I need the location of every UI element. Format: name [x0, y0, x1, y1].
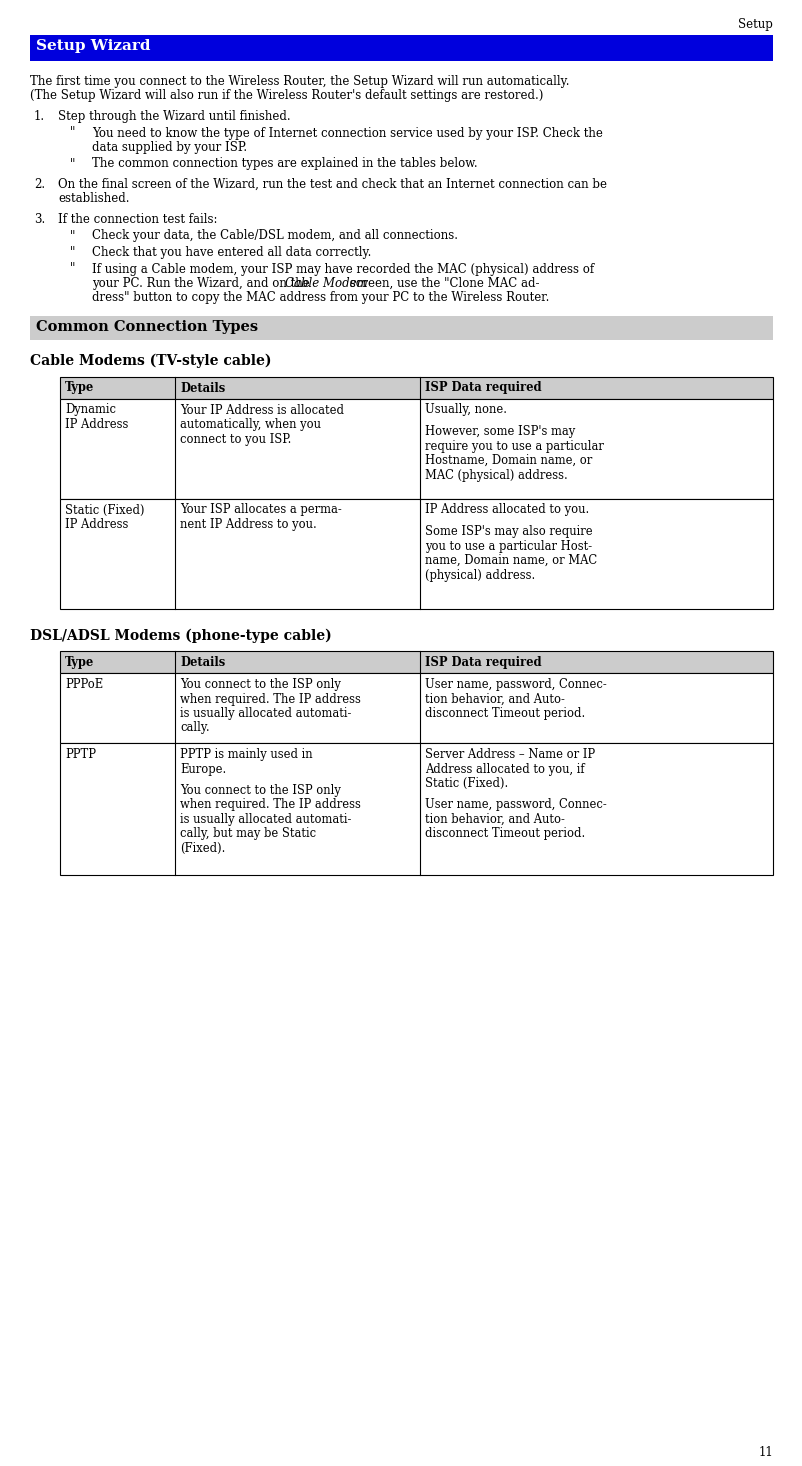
Text: Address allocated to you, if: Address allocated to you, if [424, 762, 584, 776]
Text: IP Address allocated to you.: IP Address allocated to you. [424, 503, 589, 516]
Text: PPTP is mainly used in: PPTP is mainly used in [180, 748, 312, 761]
Bar [60, 377, 772, 399]
Text: ": " [70, 230, 75, 242]
Text: (Fixed).: (Fixed). [180, 841, 225, 855]
Text: Static (Fixed): Static (Fixed) [65, 503, 144, 516]
Text: disconnect Timeout period.: disconnect Timeout period. [424, 827, 585, 840]
Text: nent IP Address to you.: nent IP Address to you. [180, 517, 316, 531]
Text: Check your data, the Cable/DSL modem, and all connections.: Check your data, the Cable/DSL modem, an… [92, 230, 457, 242]
Text: Server Address – Name or IP: Server Address – Name or IP [424, 748, 594, 761]
Text: Step through the Wizard until finished.: Step through the Wizard until finished. [58, 110, 290, 123]
Bar [60, 399, 772, 498]
Text: DSL/ADSL Modems (phone-type cable): DSL/ADSL Modems (phone-type cable) [30, 629, 331, 644]
Text: ": " [70, 246, 75, 259]
Text: On the final screen of the Wizard, run the test and check that an Internet conne: On the final screen of the Wizard, run t… [58, 177, 606, 191]
Text: PPPoE: PPPoE [65, 677, 103, 690]
Text: cally.: cally. [180, 721, 209, 734]
Text: Setup: Setup [737, 18, 772, 31]
Text: Your IP Address is allocated: Your IP Address is allocated [180, 403, 343, 416]
Text: 1.: 1. [34, 110, 45, 123]
Text: ": " [70, 157, 75, 170]
Bar [60, 673, 772, 743]
Text: require you to use a particular: require you to use a particular [424, 440, 603, 453]
Text: is usually allocated automati-: is usually allocated automati- [180, 707, 351, 720]
Text: IP Address: IP Address [65, 517, 128, 531]
Text: name, Domain name, or MAC: name, Domain name, or MAC [424, 554, 597, 567]
Text: data supplied by your ISP.: data supplied by your ISP. [92, 141, 247, 154]
Text: tion behavior, and Auto-: tion behavior, and Auto- [424, 812, 564, 825]
Text: Cable Modem: Cable Modem [285, 277, 367, 290]
Text: you to use a particular Host-: you to use a particular Host- [424, 539, 591, 553]
Text: 2.: 2. [34, 177, 45, 191]
Text: established.: established. [58, 192, 129, 205]
Text: disconnect Timeout period.: disconnect Timeout period. [424, 707, 585, 720]
Bar [60, 743, 772, 875]
Text: User name, password, Connec-: User name, password, Connec- [424, 798, 606, 811]
Text: Details: Details [180, 381, 225, 394]
Text: Usually, none.: Usually, none. [424, 403, 506, 416]
Text: when required. The IP address: when required. The IP address [180, 798, 360, 811]
Bar [30, 317, 772, 340]
Text: However, some ISP's may: However, some ISP's may [424, 425, 574, 438]
Text: Your ISP allocates a perma-: Your ISP allocates a perma- [180, 503, 342, 516]
Text: (The Setup Wizard will also run if the Wireless Router's default settings are re: (The Setup Wizard will also run if the W… [30, 89, 543, 103]
Text: MAC (physical) address.: MAC (physical) address. [424, 469, 567, 482]
Bar [60, 498, 772, 608]
Text: your PC. Run the Wizard, and on the: your PC. Run the Wizard, and on the [92, 277, 313, 290]
Text: ISP Data required: ISP Data required [424, 381, 541, 394]
Text: User name, password, Connec-: User name, password, Connec- [424, 677, 606, 690]
Text: Details: Details [180, 655, 225, 668]
Text: Static (Fixed).: Static (Fixed). [424, 777, 508, 790]
Bar [60, 651, 772, 673]
Bar [60, 651, 772, 673]
Text: You connect to the ISP only: You connect to the ISP only [180, 783, 341, 796]
Text: Setup Wizard: Setup Wizard [36, 40, 150, 53]
Text: 3.: 3. [34, 213, 45, 226]
Text: If using a Cable modem, your ISP may have recorded the MAC (physical) address of: If using a Cable modem, your ISP may hav… [92, 262, 593, 276]
Text: Type: Type [65, 381, 94, 394]
Text: If the connection test fails:: If the connection test fails: [58, 213, 217, 226]
Text: Dynamic: Dynamic [65, 403, 115, 416]
Text: The common connection types are explained in the tables below.: The common connection types are explaine… [92, 157, 477, 170]
Text: You need to know the type of Internet connection service used by your ISP. Check: You need to know the type of Internet co… [92, 126, 602, 139]
Text: screen, use the "Clone MAC ad-: screen, use the "Clone MAC ad- [346, 277, 539, 290]
Text: Common Connection Types: Common Connection Types [36, 320, 257, 334]
Text: tion behavior, and Auto-: tion behavior, and Auto- [424, 692, 564, 705]
Text: ": " [70, 262, 75, 276]
Text: Cable Modems (TV-style cable): Cable Modems (TV-style cable) [30, 353, 271, 368]
Text: IP Address: IP Address [65, 418, 128, 431]
Text: The first time you connect to the Wireless Router, the Setup Wizard will run aut: The first time you connect to the Wirele… [30, 75, 569, 88]
Text: Check that you have entered all data correctly.: Check that you have entered all data cor… [92, 246, 371, 259]
Text: Some ISP's may also require: Some ISP's may also require [424, 525, 592, 538]
Text: is usually allocated automati-: is usually allocated automati- [180, 812, 351, 825]
Bar [60, 673, 772, 743]
Text: PPTP: PPTP [65, 748, 96, 761]
Text: when required. The IP address: when required. The IP address [180, 692, 360, 705]
Bar [60, 399, 772, 498]
Text: cally, but may be Static: cally, but may be Static [180, 827, 316, 840]
Text: ISP Data required: ISP Data required [424, 655, 541, 668]
Text: dress" button to copy the MAC address from your PC to the Wireless Router.: dress" button to copy the MAC address fr… [92, 292, 549, 305]
Text: (physical) address.: (physical) address. [424, 569, 535, 582]
Bar [60, 743, 772, 875]
Text: 11: 11 [757, 1445, 772, 1459]
Text: ": " [70, 126, 75, 139]
Text: automatically, when you: automatically, when you [180, 418, 321, 431]
Bar [60, 498, 772, 608]
Bar [30, 35, 772, 62]
Text: Hostname, Domain name, or: Hostname, Domain name, or [424, 454, 592, 468]
Text: You connect to the ISP only: You connect to the ISP only [180, 677, 341, 690]
Text: connect to you ISP.: connect to you ISP. [180, 432, 291, 446]
Text: Europe.: Europe. [180, 762, 226, 776]
Text: Type: Type [65, 655, 94, 668]
Bar [60, 377, 772, 399]
